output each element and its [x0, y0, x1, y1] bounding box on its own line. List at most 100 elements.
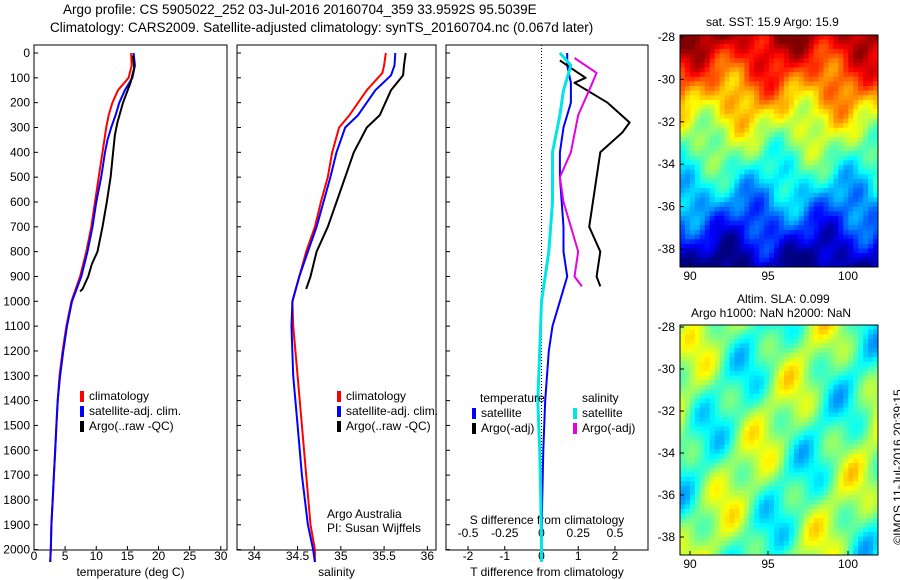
map-cell	[798, 499, 805, 505]
map-cell	[783, 174, 790, 180]
map-cell	[719, 262, 725, 268]
map-cell	[689, 495, 696, 501]
map-cell	[764, 371, 770, 376]
map-cell	[749, 62, 755, 68]
map-cell	[853, 39, 859, 45]
map-cell	[779, 44, 785, 50]
map-cell	[739, 225, 745, 231]
map-cell	[783, 527, 790, 533]
map-cell	[793, 67, 800, 73]
map-cell	[734, 334, 740, 340]
map-cell	[694, 118, 701, 124]
map-cell	[680, 44, 686, 50]
map-cell	[858, 220, 864, 226]
map-cell	[788, 178, 795, 184]
map-cell	[764, 132, 770, 138]
map-cell	[828, 467, 834, 473]
map-lat-label: -32	[658, 115, 676, 129]
map-cell	[719, 495, 725, 501]
map-cell	[719, 127, 725, 133]
map-cell	[793, 394, 800, 399]
map-cell	[774, 248, 780, 254]
map-cell	[699, 86, 706, 92]
map-cell	[833, 58, 839, 64]
map-cell	[704, 206, 711, 212]
map-cell	[719, 220, 725, 226]
map-cell	[724, 541, 730, 547]
map-cell	[759, 234, 765, 240]
map-cell	[858, 215, 864, 221]
map-cell	[774, 90, 780, 96]
map-cell	[779, 104, 785, 110]
map-cell	[759, 357, 765, 363]
map-cell	[729, 384, 735, 390]
map-cell	[699, 127, 706, 133]
map-cell	[848, 253, 854, 259]
map-cell	[769, 160, 775, 166]
map-cell	[694, 380, 701, 386]
map-cell	[680, 253, 686, 259]
map-cell	[858, 141, 864, 147]
map-cell	[749, 338, 755, 344]
map-cell	[774, 215, 780, 221]
map-cell	[749, 206, 755, 212]
map-cell	[813, 53, 819, 59]
map-cell	[808, 421, 815, 427]
map-cell	[779, 206, 785, 212]
map-cell	[680, 169, 686, 175]
map-cell	[788, 522, 795, 528]
map-cell	[680, 384, 686, 390]
map-cell	[868, 113, 874, 119]
map-cell	[694, 449, 701, 455]
map-cell	[858, 81, 864, 87]
map-cell	[739, 325, 745, 330]
map-cell	[808, 329, 815, 335]
map-cell	[724, 53, 730, 59]
map-cell	[694, 211, 701, 217]
map-cell	[749, 164, 755, 170]
map-cell	[714, 62, 720, 68]
map-cell	[783, 357, 790, 363]
map-cell	[724, 495, 730, 501]
map-cell	[749, 458, 755, 464]
map-cell	[749, 132, 755, 138]
map-cell	[739, 380, 745, 386]
map-cell	[863, 81, 869, 87]
map-cell	[828, 99, 834, 105]
map-cell	[818, 53, 824, 59]
map-cell	[719, 440, 725, 445]
map-cell	[848, 541, 854, 547]
map-cell	[873, 343, 879, 349]
map-cell	[853, 486, 859, 491]
map-cell	[838, 164, 844, 170]
map-cell	[709, 490, 716, 496]
map-cell	[680, 357, 686, 363]
map-cell	[684, 44, 691, 50]
map-cell	[783, 169, 790, 175]
map-cell	[689, 127, 696, 133]
map-cell	[704, 518, 711, 524]
map-cell	[873, 76, 879, 82]
map-cell	[689, 334, 696, 340]
map-cell	[694, 160, 701, 166]
map-cell	[694, 398, 701, 404]
map-lon-label: 90	[683, 557, 697, 571]
map-cell	[779, 536, 785, 542]
map-cell	[689, 234, 696, 240]
map-cell	[709, 104, 716, 110]
map-cell	[823, 398, 829, 404]
map-cell	[739, 504, 745, 510]
map-cell	[684, 183, 691, 189]
map-cell	[823, 90, 829, 96]
map-cell	[694, 513, 701, 519]
map-cell	[719, 412, 725, 418]
map-cell	[764, 366, 770, 372]
map-cell	[739, 453, 745, 459]
map-cell	[699, 490, 706, 496]
map-cell	[838, 495, 844, 501]
map-cell	[769, 67, 775, 73]
map-cell	[833, 53, 839, 59]
map-cell	[868, 118, 874, 124]
map-cell	[779, 239, 785, 245]
map-cell	[798, 504, 805, 510]
